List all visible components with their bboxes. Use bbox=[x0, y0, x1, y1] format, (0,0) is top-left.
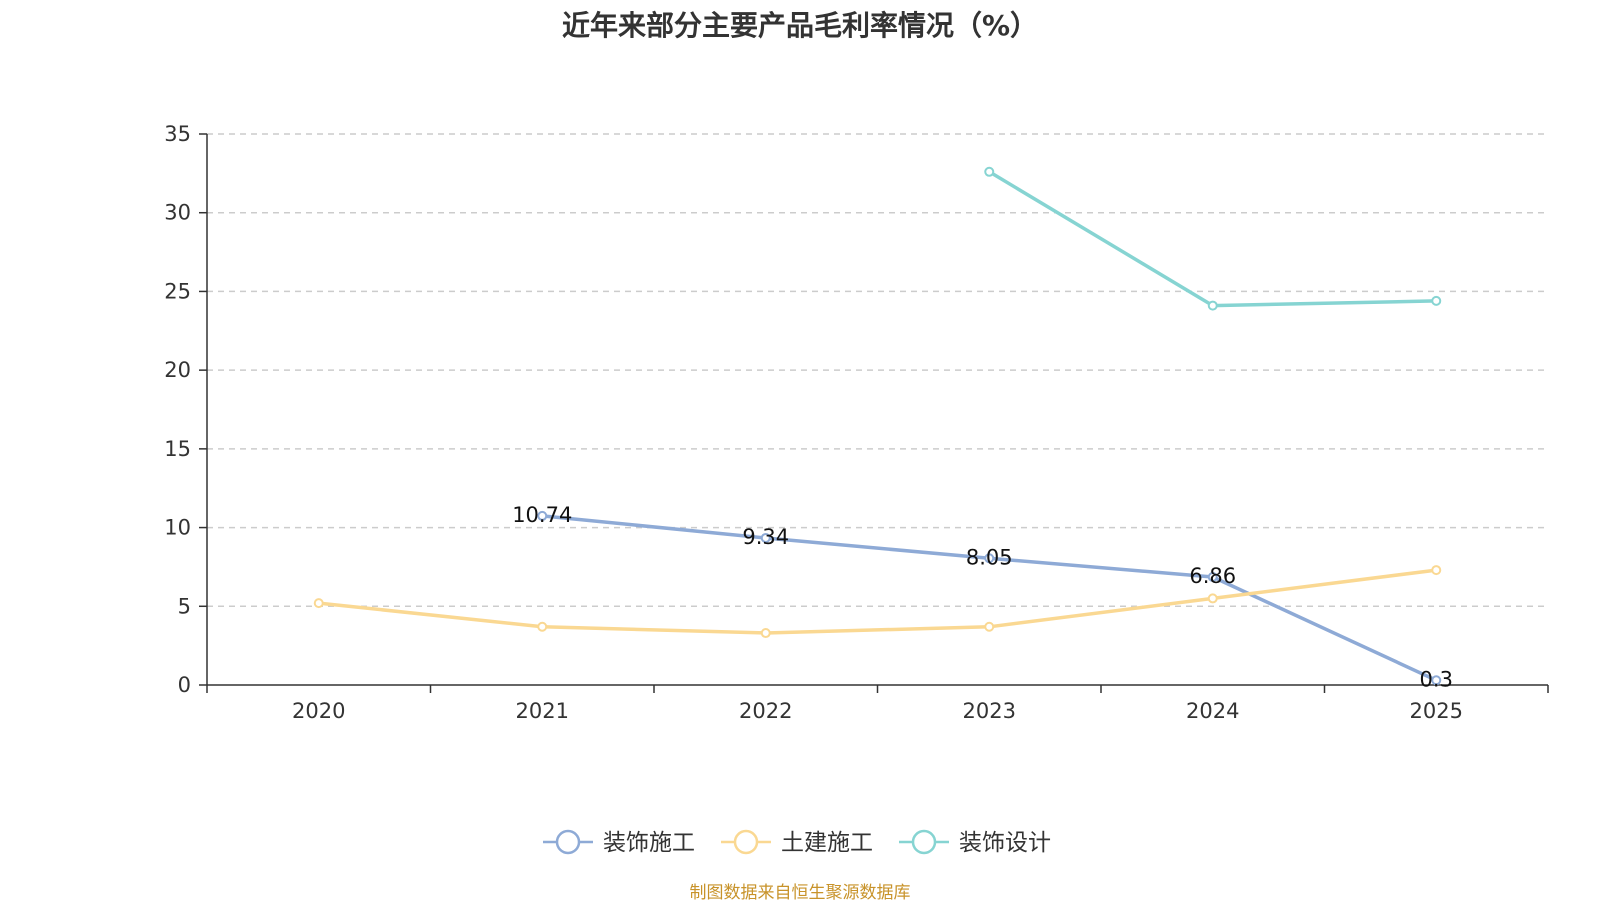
legend-marker bbox=[555, 829, 581, 855]
data-point bbox=[1207, 300, 1218, 311]
x-tick-label: 2024 bbox=[1186, 699, 1239, 723]
legend-label: 装饰施工 bbox=[603, 830, 695, 856]
data-point bbox=[1207, 572, 1218, 583]
data-point bbox=[1431, 675, 1442, 686]
chart-title: 近年来部分主要产品毛利率情况（%） bbox=[561, 9, 1039, 42]
data-label: 0.3 bbox=[1420, 667, 1453, 691]
data-point bbox=[984, 166, 995, 177]
legend-label: 土建施工 bbox=[781, 830, 873, 856]
series-line-2 bbox=[317, 568, 1439, 635]
x-tick-label: 2020 bbox=[292, 699, 345, 723]
legend-item-2: 土建施工 bbox=[721, 829, 873, 856]
y-tick-label: 35 bbox=[164, 122, 191, 146]
series-group bbox=[313, 166, 1442, 686]
x-tick-label: 2025 bbox=[1410, 699, 1463, 723]
data-point bbox=[760, 628, 771, 639]
data-label: 9.34 bbox=[742, 525, 789, 549]
data-point bbox=[1431, 565, 1442, 576]
data-point bbox=[537, 510, 548, 521]
data-label: 8.05 bbox=[966, 545, 1013, 569]
data-point bbox=[537, 621, 548, 632]
data-point bbox=[984, 553, 995, 564]
legend-item-3: 装饰设计 bbox=[899, 829, 1051, 856]
data-point bbox=[760, 532, 771, 543]
data-label: 10.74 bbox=[512, 503, 572, 527]
data-point bbox=[1431, 295, 1442, 306]
legend: 装饰施工 土建施工 装饰设计 bbox=[543, 829, 1051, 856]
data-point bbox=[313, 598, 324, 609]
y-tick-label: 10 bbox=[164, 516, 191, 540]
x-tick-label: 2022 bbox=[739, 699, 792, 723]
legend-item-1: 装饰施工 bbox=[543, 829, 695, 856]
y-tick-label: 5 bbox=[178, 594, 191, 618]
y-tick-label: 30 bbox=[164, 201, 191, 225]
y-tick-label: 15 bbox=[164, 437, 191, 461]
legend-marker bbox=[733, 829, 759, 855]
legend-marker bbox=[911, 829, 937, 855]
series-line-1 bbox=[540, 514, 1439, 683]
data-point bbox=[1207, 593, 1218, 604]
y-tick-label: 25 bbox=[164, 279, 191, 303]
grid-lines bbox=[207, 133, 1548, 608]
x-tick-label: 2023 bbox=[963, 699, 1016, 723]
y-tick-label: 0 bbox=[178, 673, 191, 697]
legend-label: 装饰设计 bbox=[959, 830, 1051, 856]
series-line-3 bbox=[987, 170, 1439, 308]
data-labels: 10.74 9.34 8.05 6.86 0.3 bbox=[512, 503, 1453, 691]
y-tick-label: 20 bbox=[164, 358, 191, 382]
data-label: 6.86 bbox=[1189, 564, 1236, 588]
data-point bbox=[984, 621, 995, 632]
x-tick-label: 2021 bbox=[516, 699, 569, 723]
source-note: 制图数据来自恒生聚源数据库 bbox=[689, 883, 911, 903]
